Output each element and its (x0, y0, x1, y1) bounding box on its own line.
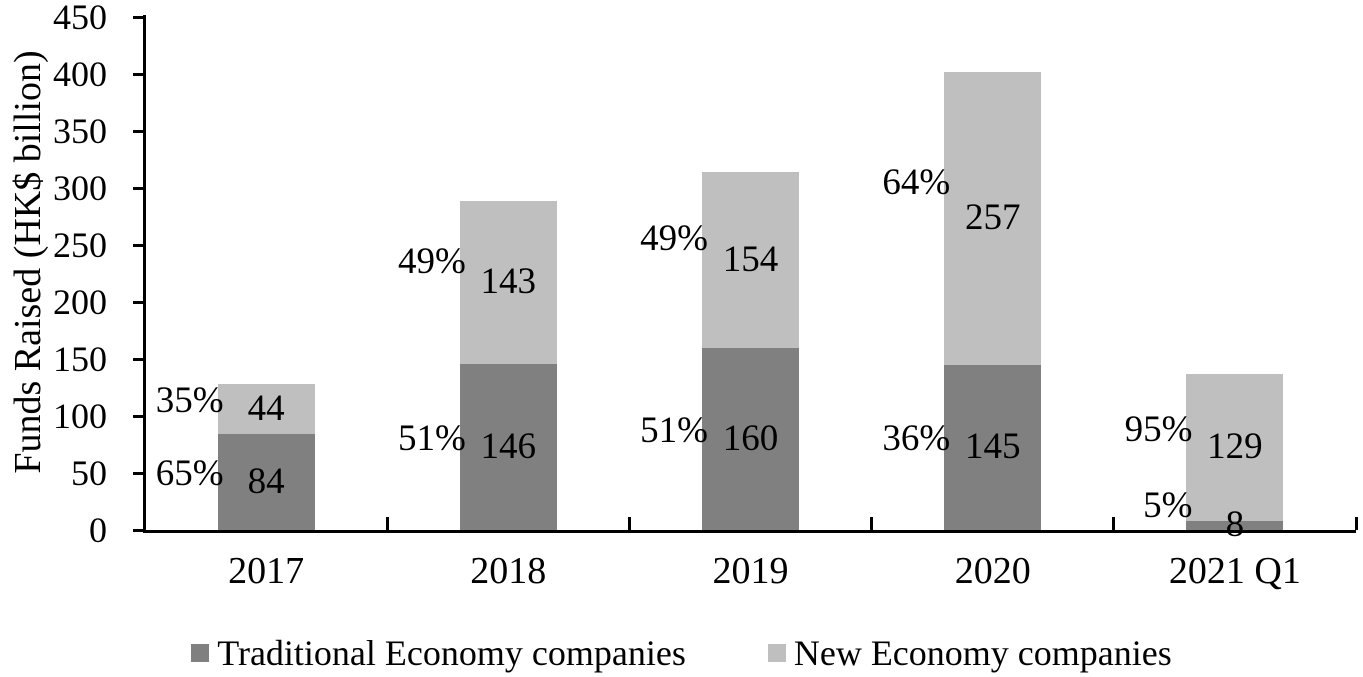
x-axis-tick (627, 517, 631, 530)
bar-segment-traditional (459, 363, 557, 530)
percent-label: 51% (640, 409, 708, 451)
x-axis-tick (870, 517, 874, 530)
x-axis-label: 2019 (712, 550, 789, 592)
y-tick-label: 150 (53, 339, 107, 379)
bar-segment-new (1186, 373, 1284, 521)
y-tick-label: 400 (53, 54, 107, 94)
y-tick-label: 200 (53, 282, 107, 322)
value-label: 145 (964, 426, 1021, 468)
legend-label-new: New Economy companies (793, 633, 1172, 673)
y-axis-tick (133, 414, 145, 418)
percent-label: 5% (1143, 485, 1193, 526)
percent-label: 35% (155, 380, 224, 422)
percent-label: 49% (640, 217, 708, 259)
y-tick-label: 450 (53, 0, 107, 37)
value-label: 257 (964, 197, 1021, 239)
x-axis-label: 2021 Q1 (1168, 550, 1301, 592)
legend-item-traditional: Traditional Economy companies (191, 633, 686, 673)
x-axis-label: 2018 (470, 550, 547, 592)
percent-label: 36% (882, 418, 951, 460)
value-label: 129 (1207, 426, 1263, 468)
y-axis-tick (133, 72, 145, 76)
x-axis-line (143, 530, 1356, 533)
bar-segment-new (702, 172, 799, 348)
x-axis-tick (385, 517, 389, 530)
x-axis-tick (1354, 517, 1358, 530)
bar-segment-new (217, 384, 315, 435)
y-axis-tick (133, 186, 145, 190)
y-tick-label: 300 (53, 168, 107, 208)
percent-label: 51% (397, 417, 466, 459)
y-tick-label: 0 (89, 510, 107, 550)
bar-segment-traditional (1186, 520, 1284, 530)
bar-segment-traditional (217, 434, 315, 530)
y-axis-tick (133, 129, 145, 133)
value-label: 146 (480, 425, 537, 467)
legend: Traditional Economy companies New Econom… (0, 632, 1363, 674)
percent-label: 64% (882, 162, 951, 204)
y-axis-tick (133, 15, 145, 19)
percent-label: 49% (397, 241, 466, 283)
y-axis-line (143, 15, 146, 533)
value-label: 160 (722, 417, 779, 459)
y-tick-label: 250 (53, 225, 107, 265)
value-label: 8 (1225, 504, 1245, 546)
y-axis-tick (133, 300, 145, 304)
legend-label-traditional: Traditional Economy companies (217, 633, 686, 673)
y-axis-tick (133, 243, 145, 247)
value-label: 154 (722, 238, 779, 280)
y-axis-tick (133, 528, 145, 532)
value-label: 44 (247, 388, 285, 430)
legend-item-new: New Economy companies (767, 633, 1172, 673)
percent-label: 65% (155, 453, 224, 495)
bar-segment-traditional (944, 364, 1042, 530)
x-axis-label: 2017 (228, 550, 305, 592)
value-label: 143 (480, 261, 537, 303)
bar-segment-traditional (702, 347, 799, 530)
percent-label: 95% (1124, 408, 1193, 450)
legend-swatch-traditional-icon (191, 644, 210, 662)
y-axis-tick (133, 471, 145, 475)
x-axis-tick (1112, 517, 1116, 530)
x-axis-label: 2020 (954, 550, 1031, 592)
legend-swatch-new-icon (767, 644, 786, 662)
y-tick-label: 50 (71, 453, 107, 493)
value-label: 84 (247, 461, 285, 503)
y-axis-tick (133, 357, 145, 361)
y-tick-label: 350 (53, 111, 107, 151)
bar-segment-new (944, 71, 1042, 365)
y-tick-label: 100 (53, 396, 107, 436)
bar-segment-new (459, 200, 557, 364)
